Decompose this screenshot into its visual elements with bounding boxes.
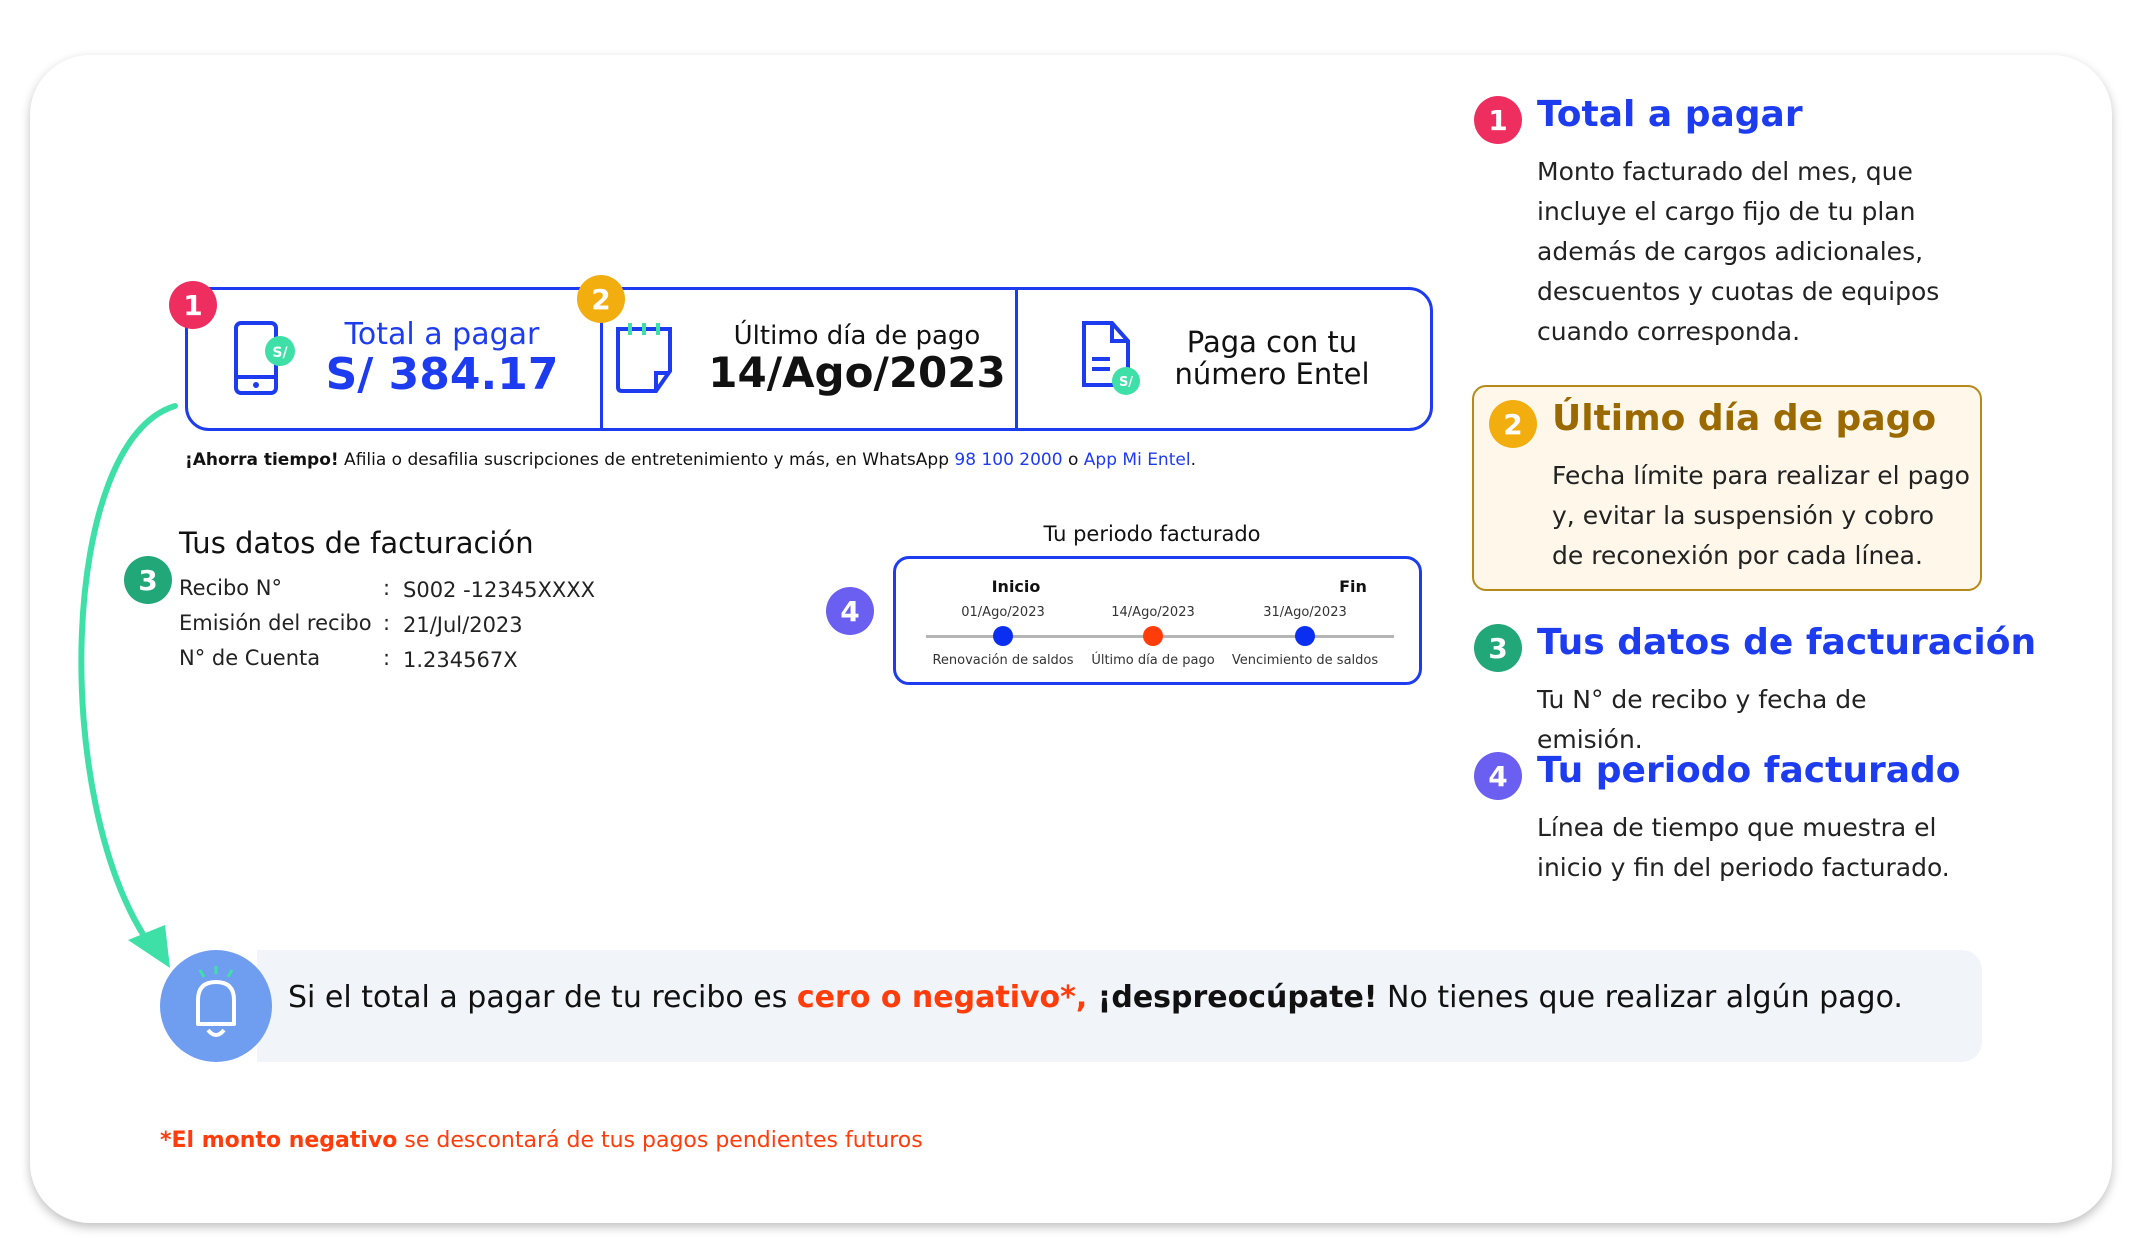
svg-text:S/: S/ xyxy=(272,345,288,361)
legend-title: Tus datos de facturación xyxy=(1537,622,2037,663)
legend-title: Tu periodo facturado xyxy=(1537,750,1961,791)
bell-icon xyxy=(160,950,272,1062)
billing-row: N° de Cuenta xyxy=(179,646,321,670)
billing-title: Tus datos de facturación xyxy=(179,526,534,560)
badge-4: 4 xyxy=(826,587,874,635)
legend-highlight-box xyxy=(1472,385,1982,591)
timeline-caption: Vencimiento de saldos xyxy=(1231,653,1379,668)
summary-box: S/ Total a pagar S/ 384.17 Último día de… xyxy=(185,287,1433,431)
timeline-caption: Último día de pago xyxy=(1091,653,1215,668)
app-link[interactable]: App Mi Entel xyxy=(1083,450,1191,470)
due-label: Último día de pago xyxy=(733,320,981,351)
colon: : xyxy=(383,611,391,635)
billing-value: 21/Jul/2023 xyxy=(403,613,523,637)
legend-title: Último día de pago xyxy=(1552,398,1937,439)
due-date-cell: Último día de pago 14/Ago/2023 xyxy=(603,290,1018,428)
timeline-date: 14/Ago/2023 xyxy=(1111,605,1195,620)
legend-badge: 4 xyxy=(1474,752,1522,800)
pay-line1: Paga con tu xyxy=(1186,325,1358,360)
start-label: Inicio xyxy=(991,577,1041,596)
phone-soles-icon: S/ xyxy=(233,321,295,395)
promo-text: ¡Ahorra tiempo! Afilia o desafilia suscr… xyxy=(185,450,1196,470)
colon: : xyxy=(383,576,391,600)
timeline-caption: Renovación de saldos xyxy=(932,653,1074,668)
total-label: Total a pagar xyxy=(344,317,540,353)
whatsapp-link[interactable]: 98 100 2000 xyxy=(954,450,1063,470)
legend-badge: 3 xyxy=(1474,624,1522,672)
legend-body: Línea de tiempo que muestra el inicio y … xyxy=(1537,813,1950,882)
pay-line2: número Entel xyxy=(1174,357,1370,391)
notice-text: Si el total a pagar de tu recibo es cero… xyxy=(288,980,1903,1015)
billing-value: 1.234567X xyxy=(403,648,518,672)
timeline-date: 01/Ago/2023 xyxy=(961,605,1045,620)
colon: : xyxy=(383,646,391,670)
end-label: Fin xyxy=(1339,577,1367,596)
billing-row: Recibo N° xyxy=(179,576,283,600)
billing-row: Emisión del recibo xyxy=(179,611,372,635)
badge-3: 3 xyxy=(124,556,172,604)
timeline-date: 31/Ago/2023 xyxy=(1263,605,1347,620)
calendar-icon xyxy=(616,323,673,393)
document-soles-icon: S/ xyxy=(1082,321,1141,395)
legend-body: Tu N° de recibo y fecha de emisión. xyxy=(1537,685,1867,754)
legend-badge: 1 xyxy=(1474,96,1522,144)
footnote: *El monto negativo se descontará de tus … xyxy=(160,1128,923,1153)
total-amount: S/ 384.17 xyxy=(325,349,559,401)
period-timeline: Inicio Fin 01/Ago/2023 Renovación de sald… xyxy=(893,556,1422,685)
period-title: Tu periodo facturado xyxy=(1043,522,1261,546)
timeline-point xyxy=(1143,626,1163,646)
badge-1: 1 xyxy=(169,281,217,329)
svg-text:S/: S/ xyxy=(1119,375,1133,390)
total-cell: S/ Total a pagar S/ 384.17 xyxy=(188,290,603,428)
timeline-point xyxy=(1295,626,1315,646)
timeline-point xyxy=(993,626,1013,646)
legend-body: Fecha límite para realizar el pago y, ev… xyxy=(1552,461,1970,570)
legend-body: Monto facturado del mes, que incluye el … xyxy=(1537,157,1940,346)
notice-banner: Si el total a pagar de tu recibo es cero… xyxy=(257,950,1982,1062)
legend-badge: 2 xyxy=(1489,400,1537,448)
badge-2: 2 xyxy=(577,275,625,323)
legend-title: Total a pagar xyxy=(1537,94,1803,135)
due-date: 14/Ago/2023 xyxy=(708,348,1006,398)
pay-cell[interactable]: S/ Paga con tu número Entel xyxy=(1018,290,1430,428)
billing-value: S002 -12345XXXX xyxy=(403,578,596,602)
